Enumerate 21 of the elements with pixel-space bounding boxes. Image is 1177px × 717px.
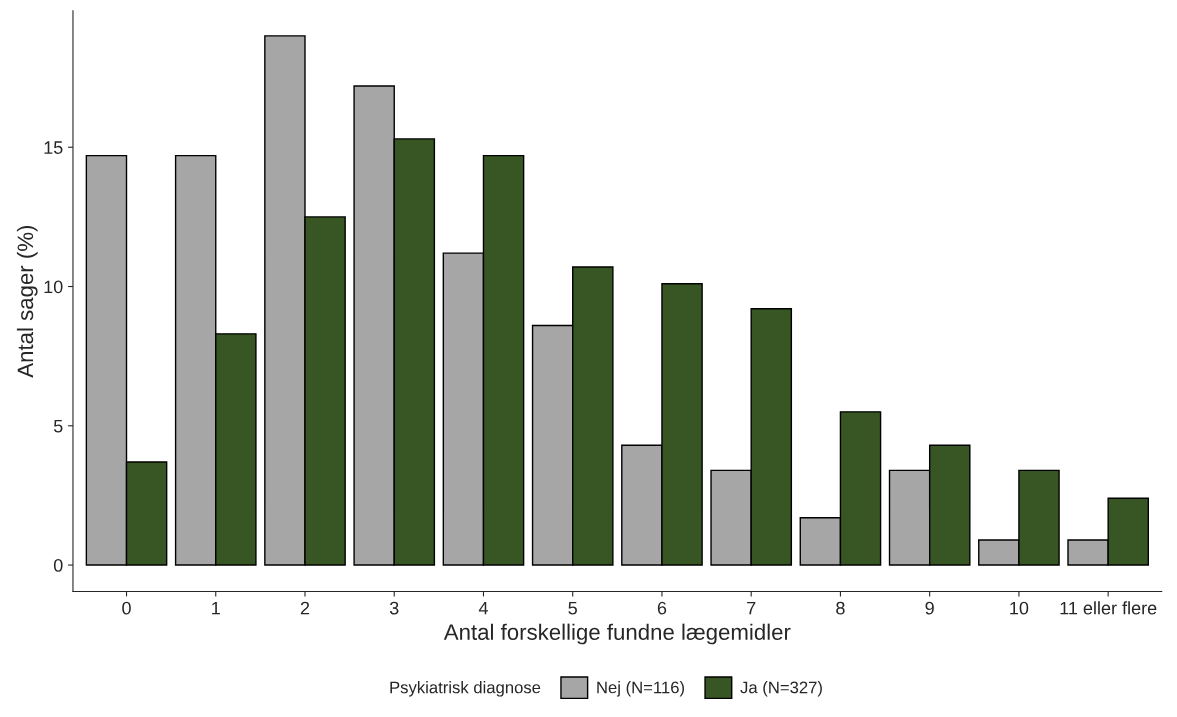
x-tick-label: 5 bbox=[568, 601, 577, 615]
x-tick-label: 2 bbox=[300, 601, 310, 615]
y-tick-label: 10 bbox=[44, 280, 63, 294]
x-tick-label: 7 bbox=[747, 601, 756, 615]
x-axis-title: Antal forskellige fundne lægemidler bbox=[443, 623, 791, 645]
x-tick-label: 3 bbox=[389, 601, 399, 615]
y-axis-title: Antal sager (%) bbox=[16, 225, 38, 378]
x-tick-label: 8 bbox=[836, 601, 845, 615]
x-tick-label: 9 bbox=[925, 601, 934, 615]
legend-label: Nej (N=116) bbox=[597, 681, 685, 697]
x-tick-label: 6 bbox=[657, 601, 667, 615]
x-tick-label: 10 bbox=[1010, 601, 1029, 615]
x-tick-label: 11 eller flere bbox=[1060, 601, 1157, 615]
x-tick-label: 1 bbox=[212, 601, 220, 615]
y-tick-label: 15 bbox=[44, 141, 63, 154]
x-tick-label: 0 bbox=[122, 601, 131, 615]
legend-title: Psykiatrisk diagnose bbox=[390, 681, 541, 697]
y-tick-label: 0 bbox=[53, 559, 63, 572]
x-tick-label: 4 bbox=[478, 601, 488, 615]
y-tick-label: 5 bbox=[53, 419, 63, 433]
legend-label: Ja (N=327) bbox=[740, 681, 822, 697]
